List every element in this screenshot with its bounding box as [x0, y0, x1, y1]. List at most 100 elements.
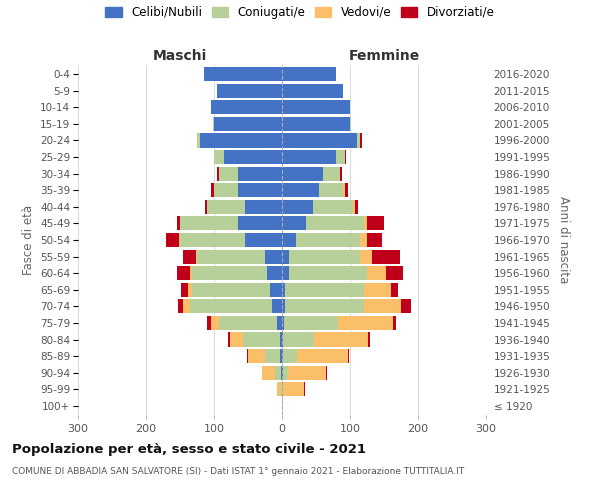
Bar: [180, 216, 238, 230]
Bar: [393, 316, 396, 330]
Bar: [283, 382, 304, 396]
Bar: [281, 382, 282, 396]
Bar: [360, 250, 373, 264]
Legend: Celibi/Nubili, Coniugati/e, Vedovi/e, Divorziati/e: Celibi/Nubili, Coniugati/e, Vedovi/e, Di…: [105, 6, 495, 19]
Bar: [282, 399, 283, 413]
Bar: [313, 200, 353, 214]
Bar: [297, 349, 348, 363]
Bar: [282, 349, 283, 363]
Bar: [230, 332, 242, 346]
Bar: [262, 366, 275, 380]
Bar: [238, 216, 282, 230]
Bar: [192, 266, 267, 280]
Bar: [267, 266, 282, 280]
Bar: [282, 183, 319, 198]
Bar: [368, 332, 370, 346]
Bar: [314, 332, 368, 346]
Bar: [238, 183, 282, 198]
Bar: [270, 282, 282, 297]
Bar: [280, 332, 282, 346]
Bar: [191, 282, 270, 297]
Bar: [344, 183, 348, 198]
Bar: [344, 150, 346, 164]
Bar: [219, 316, 277, 330]
Bar: [282, 316, 284, 330]
Bar: [283, 366, 288, 380]
Bar: [214, 117, 282, 131]
Bar: [282, 150, 337, 164]
Bar: [277, 316, 282, 330]
Text: Maschi: Maschi: [153, 48, 207, 62]
Bar: [214, 183, 238, 198]
Bar: [224, 150, 282, 164]
Bar: [367, 233, 382, 247]
Bar: [211, 183, 214, 198]
Bar: [211, 100, 282, 114]
Bar: [289, 266, 367, 280]
Bar: [282, 67, 337, 81]
Bar: [219, 166, 238, 180]
Text: COMUNE DI ABBADIA SAN SALVATORE (SI) - Dati ISTAT 1° gennaio 2021 - Elaborazione: COMUNE DI ABBADIA SAN SALVATORE (SI) - D…: [12, 468, 464, 476]
Bar: [296, 233, 360, 247]
Bar: [242, 332, 280, 346]
Bar: [166, 233, 179, 247]
Bar: [179, 233, 180, 247]
Bar: [364, 300, 401, 314]
Bar: [373, 250, 400, 264]
Bar: [282, 84, 343, 98]
Bar: [360, 134, 362, 147]
Bar: [200, 134, 282, 147]
Bar: [282, 100, 350, 114]
Y-axis label: Anni di nascita: Anni di nascita: [557, 196, 570, 284]
Bar: [188, 282, 191, 297]
Bar: [338, 316, 393, 330]
Bar: [248, 349, 265, 363]
Bar: [184, 250, 196, 264]
Bar: [228, 332, 230, 346]
Bar: [212, 117, 214, 131]
Bar: [247, 349, 248, 363]
Bar: [401, 300, 411, 314]
Y-axis label: Fasce di età: Fasce di età: [22, 205, 35, 275]
Bar: [238, 166, 282, 180]
Bar: [357, 134, 360, 147]
Bar: [282, 332, 283, 346]
Bar: [207, 316, 211, 330]
Bar: [178, 300, 184, 314]
Bar: [214, 150, 224, 164]
Text: Femmine: Femmine: [349, 48, 419, 62]
Bar: [197, 250, 265, 264]
Bar: [304, 382, 305, 396]
Bar: [282, 233, 296, 247]
Bar: [348, 349, 349, 363]
Bar: [364, 282, 391, 297]
Bar: [319, 183, 343, 198]
Bar: [283, 332, 314, 346]
Bar: [282, 117, 350, 131]
Bar: [265, 349, 280, 363]
Bar: [207, 200, 245, 214]
Bar: [337, 150, 344, 164]
Bar: [181, 282, 188, 297]
Bar: [245, 200, 282, 214]
Bar: [282, 282, 286, 297]
Bar: [282, 200, 313, 214]
Bar: [391, 282, 398, 297]
Bar: [176, 266, 190, 280]
Bar: [205, 200, 207, 214]
Bar: [282, 266, 289, 280]
Bar: [180, 233, 245, 247]
Bar: [190, 266, 192, 280]
Bar: [204, 67, 282, 81]
Bar: [281, 366, 282, 380]
Bar: [280, 349, 282, 363]
Bar: [306, 216, 364, 230]
Bar: [217, 84, 282, 98]
Bar: [277, 382, 281, 396]
Bar: [176, 216, 180, 230]
Bar: [353, 200, 355, 214]
Bar: [272, 300, 282, 314]
Bar: [367, 266, 386, 280]
Bar: [283, 349, 297, 363]
Bar: [364, 216, 367, 230]
